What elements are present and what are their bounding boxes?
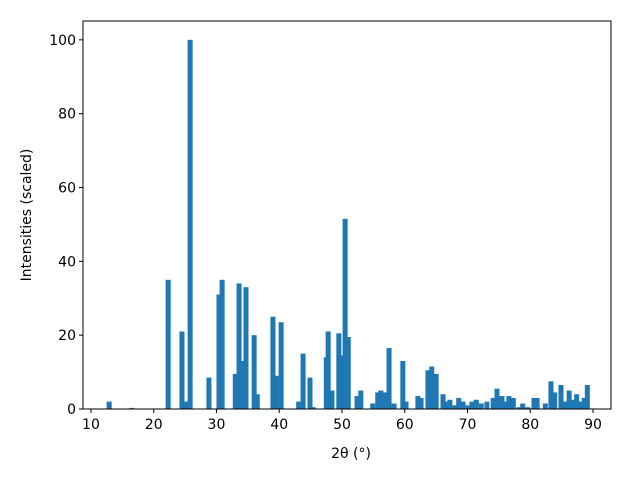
x-tick-label: 70 <box>459 417 477 433</box>
bar <box>370 403 376 409</box>
bar <box>440 394 446 409</box>
y-axis-label: Intensities (scaled) <box>19 149 35 282</box>
bar <box>562 401 568 409</box>
bar <box>386 348 392 409</box>
bar <box>581 397 587 409</box>
bar <box>378 390 384 409</box>
bar <box>329 390 335 409</box>
x-tick-label: 20 <box>145 417 163 433</box>
bar <box>165 279 171 409</box>
bar <box>490 397 496 409</box>
bar <box>534 397 540 409</box>
x-tick-label: 90 <box>584 417 602 433</box>
bar <box>183 401 189 409</box>
bar <box>179 331 185 409</box>
bar <box>558 385 564 409</box>
bar <box>469 401 475 409</box>
bar <box>358 390 364 409</box>
bar <box>478 403 484 409</box>
bar <box>243 287 249 409</box>
bar <box>499 396 505 409</box>
bar <box>219 279 225 409</box>
bar <box>129 407 135 409</box>
y-tick-label: 20 <box>58 328 76 344</box>
bar <box>552 392 558 409</box>
x-tick-label: 80 <box>521 417 539 433</box>
bar <box>391 403 397 409</box>
bar <box>206 377 212 409</box>
bar <box>403 401 409 409</box>
x-tick-label: 60 <box>396 417 414 433</box>
bar <box>473 399 479 409</box>
bar <box>240 361 246 409</box>
bar <box>325 331 331 409</box>
y-tick-label: 40 <box>58 254 76 270</box>
bar <box>444 401 450 409</box>
bar <box>548 381 554 409</box>
bar <box>520 403 526 409</box>
bar <box>574 394 580 409</box>
bar <box>484 401 490 409</box>
bar <box>494 388 500 409</box>
bar <box>187 39 193 409</box>
y-tick-label: 100 <box>49 33 76 49</box>
bar <box>433 373 439 409</box>
bar <box>339 355 345 409</box>
bar <box>296 401 302 409</box>
x-tick-label: 50 <box>333 417 351 433</box>
bar <box>460 401 466 409</box>
y-tick-label: 80 <box>58 107 76 123</box>
bar <box>425 370 431 409</box>
bar <box>278 322 284 409</box>
bar <box>578 401 584 409</box>
bar <box>232 373 238 409</box>
bar <box>216 294 222 409</box>
bar <box>447 399 453 409</box>
x-tick-label: 30 <box>208 417 226 433</box>
bar <box>570 399 576 409</box>
bar <box>354 396 360 409</box>
bar <box>415 396 421 409</box>
bar <box>273 375 279 409</box>
bar <box>106 401 112 409</box>
bar <box>456 397 462 409</box>
bar <box>503 401 509 409</box>
x-tick-label: 40 <box>270 417 288 433</box>
bar <box>375 392 381 409</box>
bar <box>270 316 276 409</box>
bar <box>418 397 424 409</box>
bar <box>516 407 522 409</box>
x-axis-label: 2θ (°) <box>331 446 371 462</box>
bar <box>465 405 471 409</box>
bar <box>300 353 306 409</box>
bar <box>236 283 242 409</box>
bar <box>429 366 435 409</box>
bar <box>336 333 342 409</box>
bar <box>345 337 351 409</box>
bar <box>400 361 406 409</box>
bar <box>342 218 348 409</box>
bar <box>254 394 260 409</box>
bar <box>452 405 458 409</box>
bar <box>566 390 572 409</box>
bar <box>307 377 313 409</box>
bar <box>310 407 316 409</box>
bar <box>525 407 531 409</box>
y-tick-label: 60 <box>58 180 76 196</box>
bar <box>584 385 590 409</box>
bar <box>510 397 516 409</box>
bar <box>381 392 387 409</box>
bar <box>506 396 512 409</box>
y-tick-label: 0 <box>67 402 76 418</box>
bar <box>531 397 537 409</box>
plot-frame <box>82 20 612 410</box>
bar <box>542 403 548 409</box>
bar <box>251 335 257 409</box>
x-tick-label: 10 <box>82 417 100 433</box>
